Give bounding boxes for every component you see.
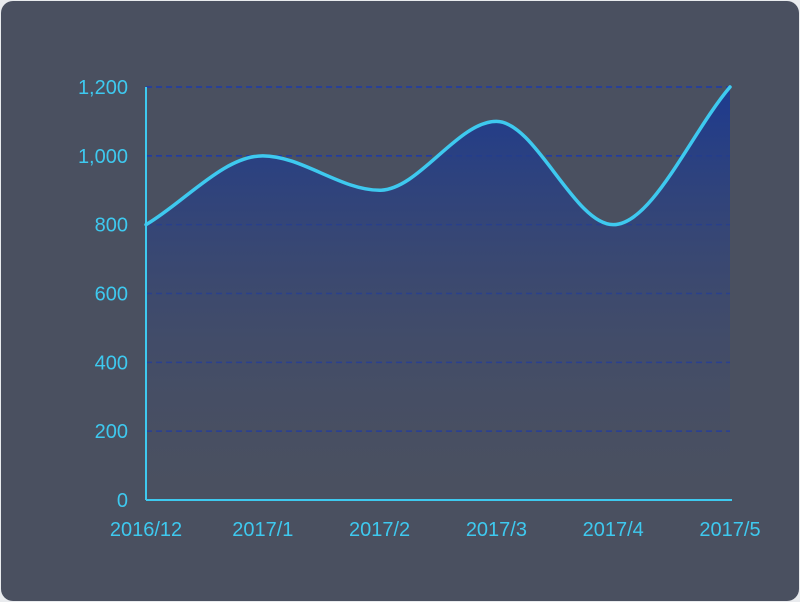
y-tick-label: 1,200	[78, 77, 128, 99]
area-fill	[146, 87, 730, 500]
series-line	[144, 85, 732, 227]
y-tick-label: 800	[95, 215, 128, 237]
x-tick-label: 2017/2	[349, 519, 410, 541]
y-tick-label: 400	[95, 352, 128, 374]
x-tick-label: 2016/12	[110, 519, 182, 541]
x-tick-labels: 2016/12 2017/1 2017/2 2017/3 2017/4 2017/5	[110, 519, 761, 541]
x-tick-label: 2017/3	[466, 519, 527, 541]
y-tick-label: 1,000	[78, 146, 128, 168]
x-tick-label: 2017/1	[232, 519, 293, 541]
x-tick-label: 2017/5	[699, 519, 760, 541]
y-tick-label: 200	[95, 421, 128, 443]
y-tick-labels: 0 200 400 600 800 1,000 1,200	[78, 77, 128, 512]
y-tick-label: 600	[95, 284, 128, 306]
axes	[145, 87, 732, 501]
x-tick-label: 2017/4	[583, 519, 644, 541]
y-tick-label: 0	[117, 490, 128, 512]
